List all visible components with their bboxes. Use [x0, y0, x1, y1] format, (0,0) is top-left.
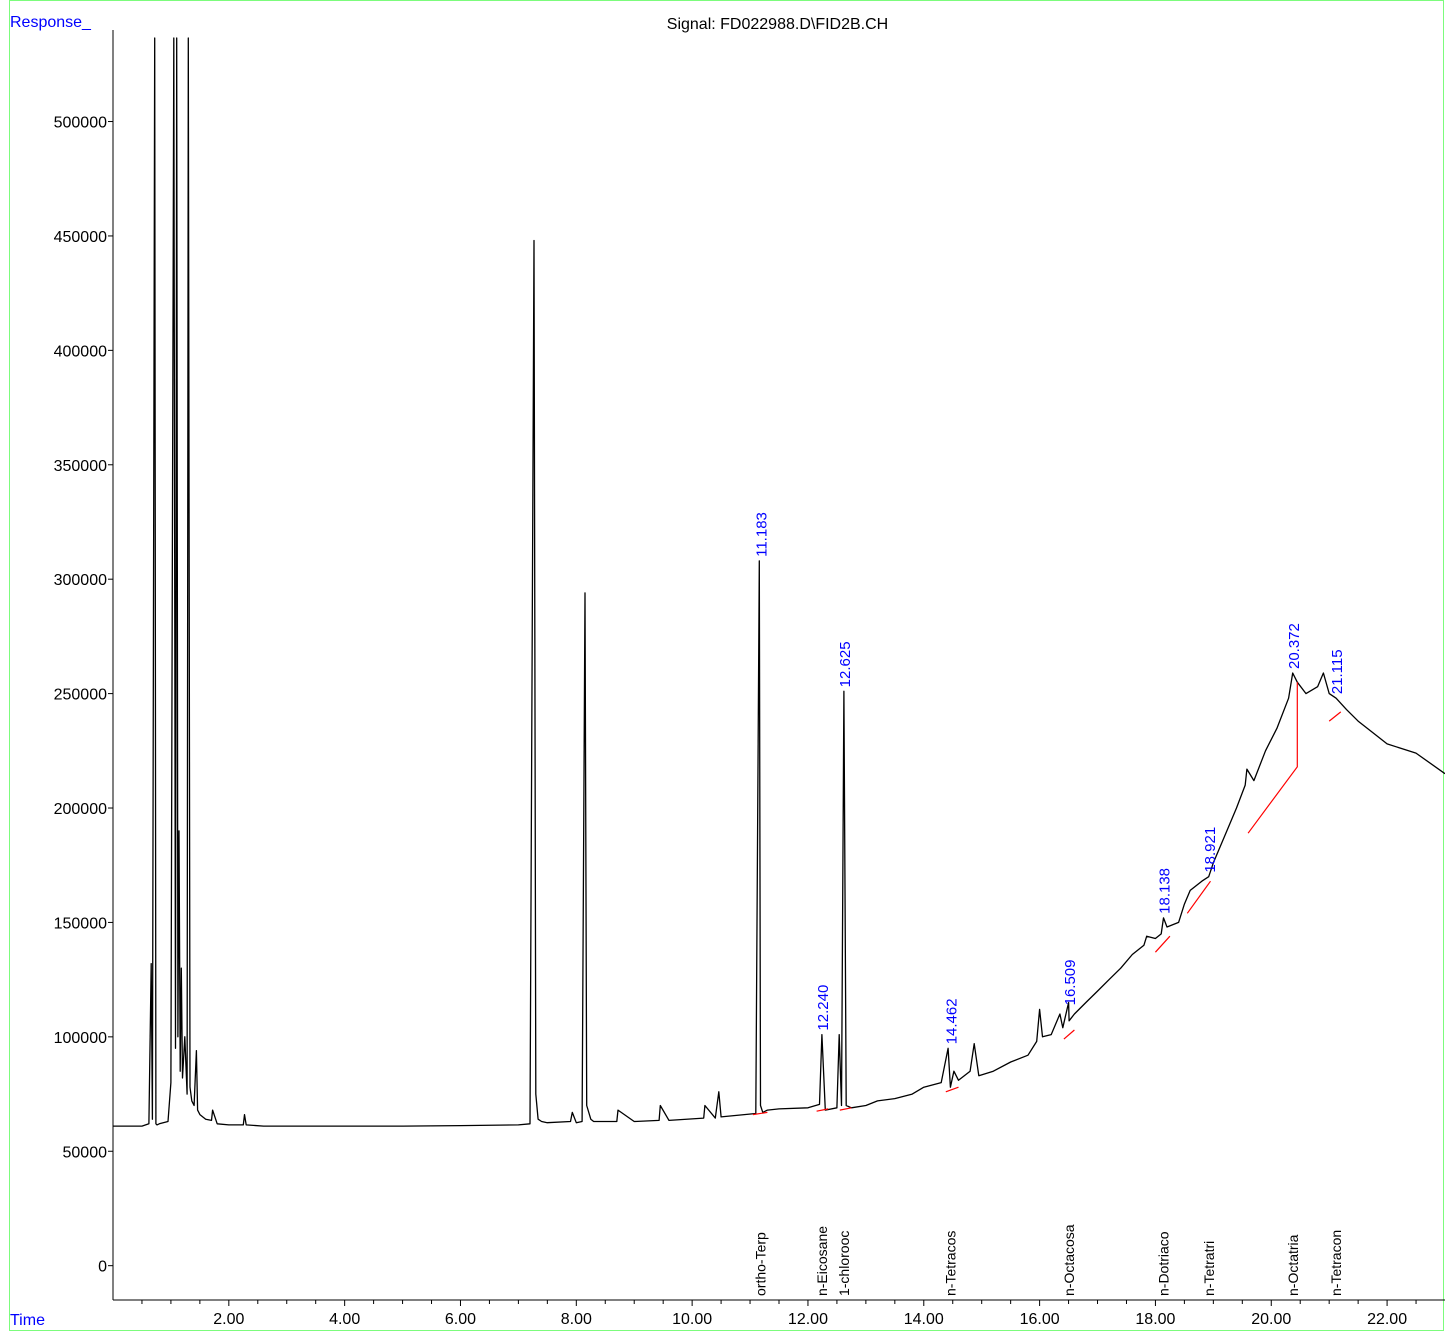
- peak-rt-label: 12.240: [815, 985, 832, 1031]
- peak-rt-label: 18.138: [1156, 868, 1173, 914]
- x-axis-label: Time: [10, 1312, 45, 1329]
- peak-rt-label: 11.183: [754, 512, 771, 557]
- y-tick-label: 50000: [63, 1144, 108, 1161]
- compound-label: n-Tetracon: [1328, 1230, 1344, 1296]
- peak-rt-label: 20.372: [1286, 623, 1303, 669]
- compound-label: n-Tetratri: [1201, 1241, 1217, 1296]
- peak-rt-label: 18.921: [1202, 827, 1219, 873]
- compound-label: n-Octatria: [1285, 1234, 1301, 1296]
- y-tick-label: 400000: [54, 343, 107, 360]
- integration-baseline: [1063, 1029, 1075, 1040]
- x-tick-label: 10.00: [672, 1311, 712, 1328]
- compound-label: n-Tetracos: [943, 1231, 959, 1296]
- peak-rt-label: 21.115: [1329, 649, 1346, 694]
- compound-label: n-Octacosa: [1061, 1224, 1077, 1296]
- y-tick-label: 350000: [54, 458, 107, 475]
- integration-baseline: [1186, 880, 1211, 914]
- x-tick-label: 12.00: [788, 1311, 828, 1328]
- y-tick-label: 300000: [54, 572, 107, 589]
- x-tick-label: 18.00: [1135, 1311, 1175, 1328]
- x-tick-label: 16.00: [1020, 1311, 1060, 1328]
- integration-baseline: [839, 1107, 852, 1111]
- x-tick-label: 4.00: [329, 1311, 360, 1328]
- plot-frame: [9, 0, 1444, 1331]
- integration-baseline: [1154, 935, 1171, 953]
- integration-baseline: [945, 1086, 959, 1093]
- integration-baseline: [1247, 682, 1298, 834]
- y-tick-label: 250000: [54, 687, 107, 704]
- compound-label: ortho-Terp: [753, 1232, 769, 1296]
- integration-baseline: [752, 1111, 768, 1116]
- x-tick-label: 6.00: [445, 1311, 476, 1328]
- y-tick-label: 100000: [54, 1030, 107, 1047]
- peak-rt-label: 12.625: [837, 641, 854, 687]
- x-tick-label: 20.00: [1251, 1311, 1291, 1328]
- x-tick-label: 14.00: [904, 1311, 944, 1328]
- x-tick-label: 8.00: [561, 1311, 592, 1328]
- y-axis-label: Response_: [10, 14, 91, 31]
- y-tick-label: 150000: [54, 915, 107, 932]
- signal-trace: [113, 37, 1445, 1127]
- compound-label: 1-chlorooc: [836, 1231, 852, 1296]
- chart-title: Signal: FD022988.D\FID2B.CH: [666, 16, 889, 33]
- compound-label: n-Dotriaco: [1155, 1231, 1171, 1296]
- x-tick-label: 22.00: [1367, 1311, 1407, 1328]
- y-tick-label: 0: [98, 1259, 107, 1276]
- compound-label: n-Eicosane: [814, 1226, 830, 1296]
- integration-baseline: [1328, 711, 1342, 722]
- x-tick-label: 2.00: [213, 1311, 244, 1328]
- integration-baseline: [816, 1108, 829, 1112]
- y-tick-label: 500000: [54, 115, 107, 132]
- peak-rt-label: 16.509: [1062, 959, 1079, 1005]
- peak-rt-label: 14.462: [944, 998, 961, 1044]
- y-tick-label: 450000: [54, 229, 107, 246]
- y-tick-label: 200000: [54, 801, 107, 818]
